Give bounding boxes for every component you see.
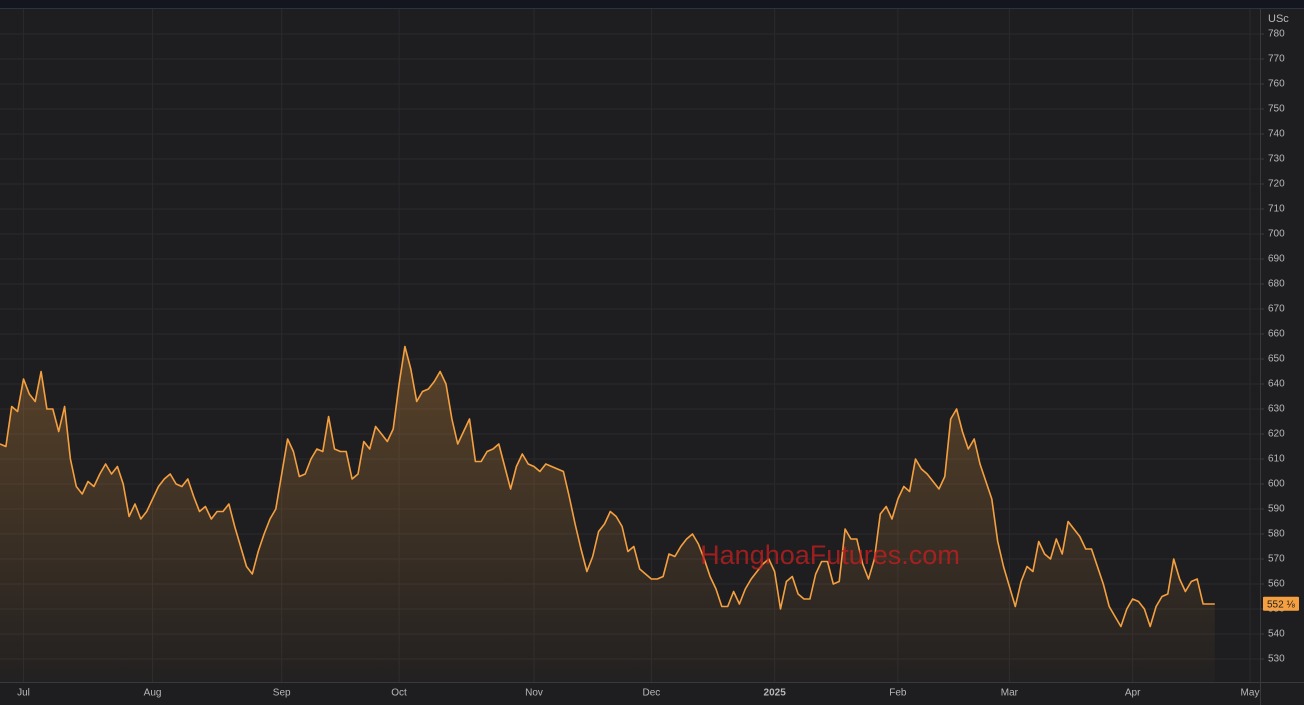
unit-label: USc	[1268, 13, 1289, 25]
y-tick-label: 680	[1268, 279, 1285, 290]
price-line	[0, 345, 1215, 628]
y-tick-label: 730	[1268, 154, 1285, 165]
y-tick-label: 540	[1268, 629, 1285, 640]
y-tick-label: 750	[1268, 104, 1285, 115]
y-tick-label: 530	[1268, 654, 1285, 665]
y-tick-label: 740	[1268, 129, 1285, 140]
x-tick-label: Dec	[643, 688, 661, 699]
last-price-box	[1263, 596, 1299, 611]
y-tick-label: 590	[1268, 504, 1285, 515]
y-tick-label: 780	[1268, 29, 1285, 40]
x-tick-label: Nov	[525, 688, 543, 699]
y-tick-label: 660	[1268, 329, 1285, 340]
top-bar	[0, 0, 1304, 8]
x-tick-label: Feb	[889, 688, 907, 699]
x-tick-label: Apr	[1125, 688, 1141, 699]
axes: 5305405505605705805906006106206306406506…	[17, 29, 1299, 699]
x-tick-label: 2025	[764, 688, 787, 699]
y-tick-label: 600	[1268, 479, 1285, 490]
y-tick-label: 700	[1268, 229, 1285, 240]
y-tick-label: 560	[1268, 579, 1285, 590]
y-tick-label: 710	[1268, 204, 1285, 215]
x-tick-label: Mar	[1001, 688, 1019, 699]
y-tick-label: 690	[1268, 254, 1285, 265]
y-tick-label: 570	[1268, 554, 1285, 565]
y-tick-label: 770	[1268, 54, 1285, 65]
last-price-label: 552 ⅛	[1267, 599, 1295, 610]
x-tick-label: Oct	[391, 688, 407, 699]
y-tick-label: 580	[1268, 529, 1285, 540]
y-tick-label: 670	[1268, 304, 1285, 315]
x-tick-label: Sep	[273, 688, 291, 699]
x-tick-label: May	[1241, 688, 1260, 699]
watermark: HanghoaFutures.com	[700, 540, 960, 570]
y-tick-label: 760	[1268, 79, 1285, 90]
area	[0, 346, 1215, 682]
y-tick-label: 610	[1268, 454, 1285, 465]
y-tick-label: 640	[1268, 379, 1285, 390]
x-tick-label: Aug	[144, 688, 162, 699]
x-tick-label: Jul	[17, 688, 30, 699]
y-tick-label: 720	[1268, 179, 1285, 190]
y-tick-label: 620	[1268, 429, 1285, 440]
y-tick-label: 650	[1268, 354, 1285, 365]
y-tick-label: 630	[1268, 404, 1285, 415]
plot	[0, 345, 1215, 682]
